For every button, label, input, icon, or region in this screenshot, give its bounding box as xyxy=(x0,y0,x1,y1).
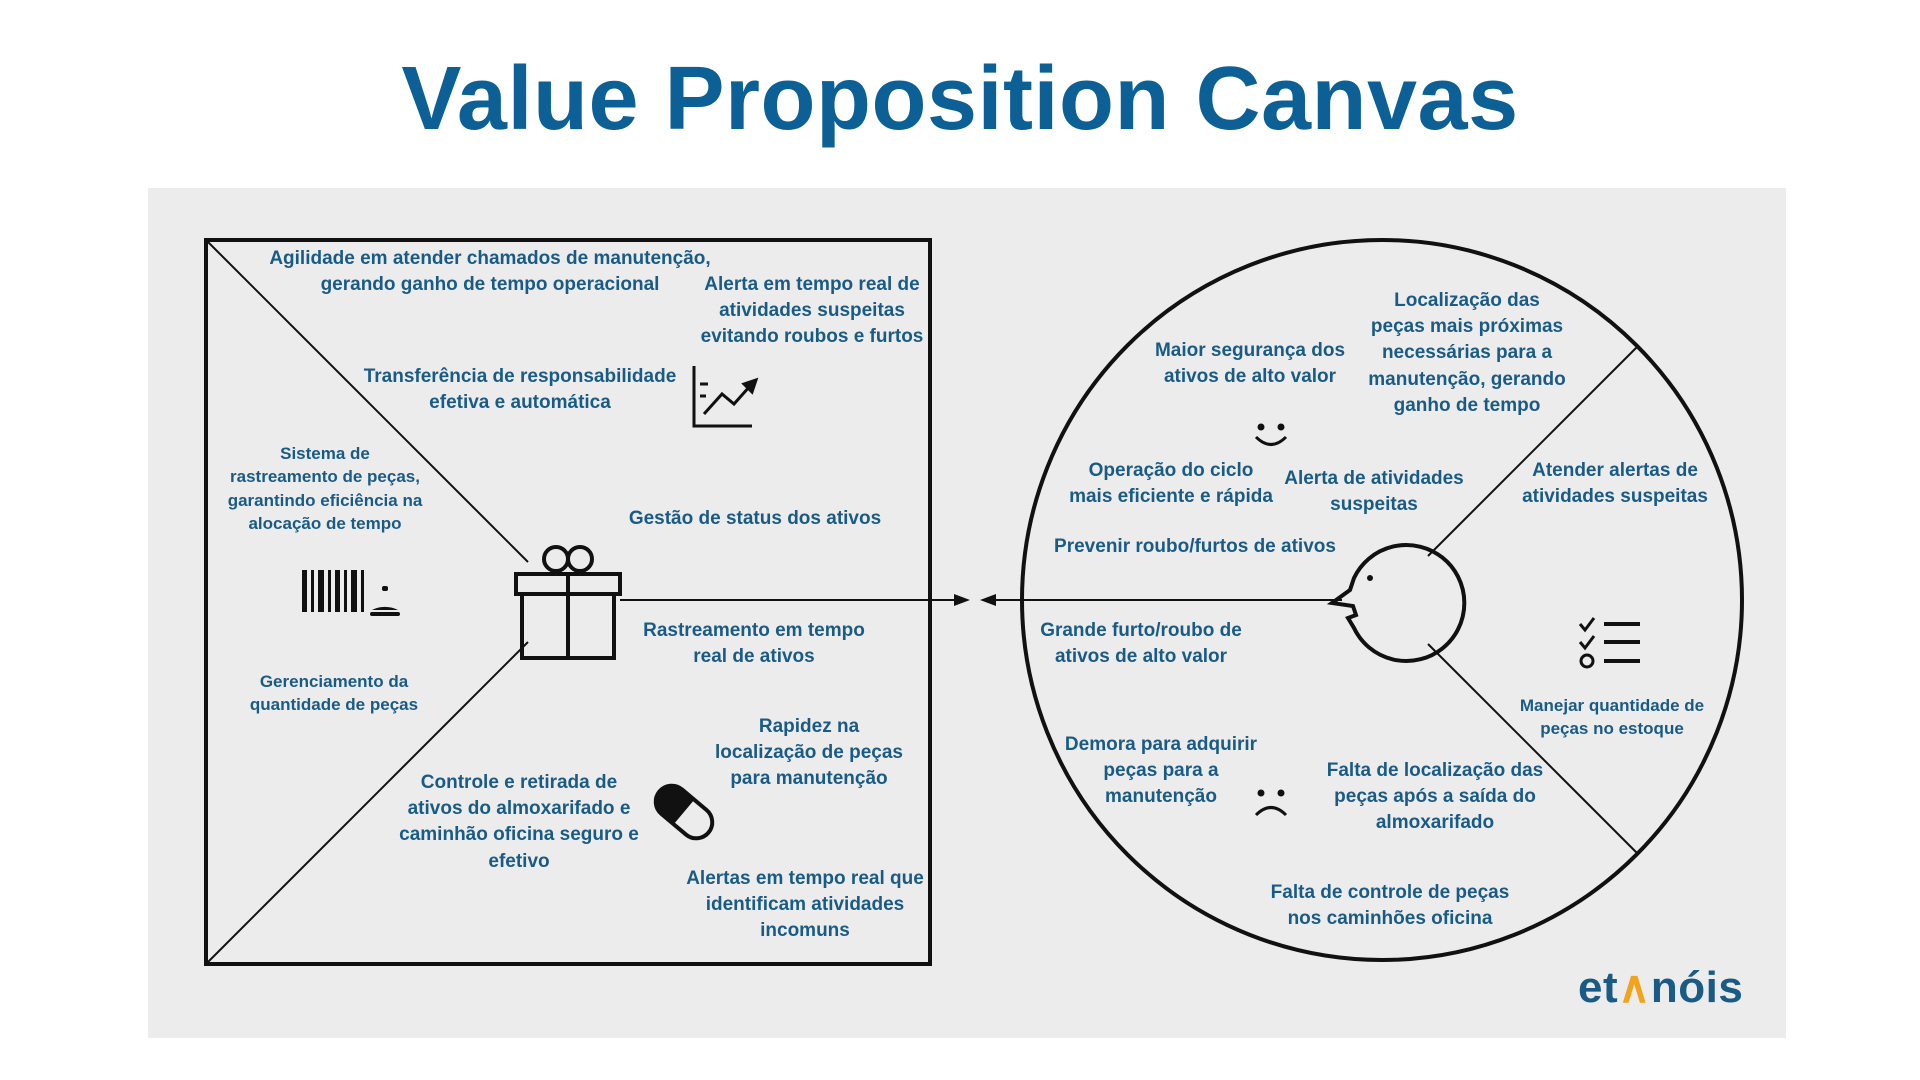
pain-reliever-warehouse-control: Controle e retirada de ativos do almoxar… xyxy=(399,772,639,872)
pain-reliever-fast-location: Rapidez na localização de peças para man… xyxy=(715,716,903,790)
page-title: Value Proposition Canvas xyxy=(401,49,1519,149)
gain-nearest-parts-location: Localização das peças mais próximas nece… xyxy=(1368,290,1566,416)
gain-creator-realtime-alert: Alerta em tempo real de atividades suspe… xyxy=(700,274,924,348)
etanois-logo: et∧nóis xyxy=(1578,963,1744,1012)
gain-efficient-cycle: Operação do ciclo mais eficiente e rápid… xyxy=(1069,460,1273,508)
value-map-dividers xyxy=(207,241,970,963)
logo-accent-mark: ∧ xyxy=(1618,963,1651,1012)
growth-chart-icon xyxy=(692,366,759,428)
gift-icon xyxy=(514,545,622,660)
gain-asset-security: Maior segurança dos ativos de alto valor xyxy=(1154,340,1346,388)
frown-icon xyxy=(1254,789,1288,817)
pain-large-theft: Grande furto/roubo de ativos de alto val… xyxy=(1040,620,1242,668)
checklist-icon xyxy=(1578,617,1640,669)
barcode-icon xyxy=(302,570,364,612)
gain-creator-status-management: Gestão de status dos ativos xyxy=(628,508,882,529)
canvas-panel xyxy=(148,188,1786,1038)
gain-prevent-theft: Prevenir roubo/furtos de ativos xyxy=(1054,536,1336,557)
product-quantity-management: Gerenciamento da quantidade de peças xyxy=(249,672,419,715)
pain-reliever-unusual-activity-alerts: Alertas em tempo real que identificam at… xyxy=(686,868,924,942)
value-map-square xyxy=(204,238,932,966)
pain-parts-location-missing: Falta de localização das peças após a sa… xyxy=(1326,760,1544,834)
gain-creator-responsibility-transfer: Transferência de responsabilidade efetiv… xyxy=(363,366,677,414)
face-profile-icon xyxy=(1326,543,1467,663)
pain-reliever-realtime-tracking: Rastreamento em tempo real de ativos xyxy=(643,620,865,668)
pill-icon xyxy=(653,783,715,841)
job-attend-alerts: Atender alertas de atividades suspeitas xyxy=(1522,460,1708,508)
pain-truck-parts-control: Falta de controle de peças nos caminhões… xyxy=(1270,882,1510,930)
customer-profile-dividers xyxy=(980,345,1639,855)
pain-parts-delay: Demora para adquirir peças para a manute… xyxy=(1064,734,1258,808)
product-tracking-system: Sistema de rastreamento de peças, garant… xyxy=(227,444,423,534)
service-bell-icon xyxy=(370,586,400,616)
smile-icon xyxy=(1254,423,1288,446)
gain-suspicious-activity-alert: Alerta de atividades suspeitas xyxy=(1284,468,1464,516)
job-manage-stock: Manejar quantidade de peças no estoque xyxy=(1519,696,1705,739)
gain-creator-agility: Agilidade em atender chamados de manuten… xyxy=(269,248,711,296)
